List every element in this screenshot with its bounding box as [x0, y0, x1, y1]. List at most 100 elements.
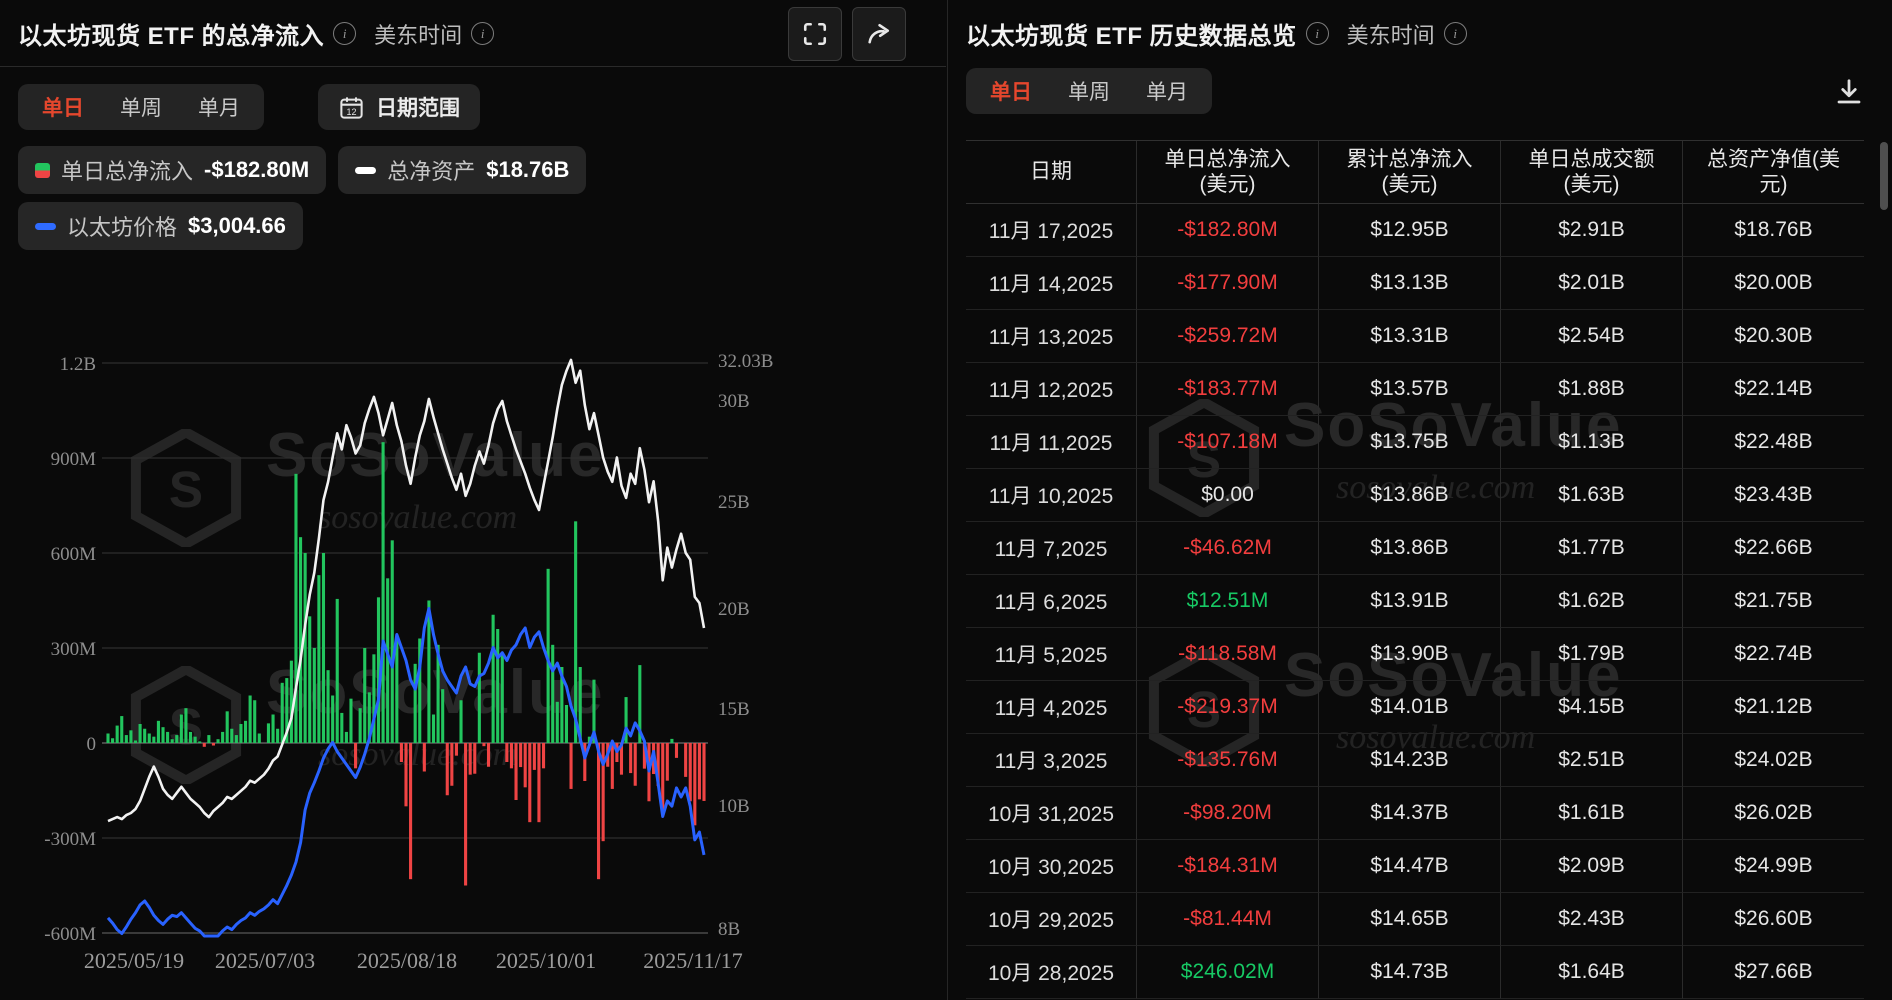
legend-daily-net-inflow[interactable]: 单日总净流入 -$182.80M — [18, 146, 327, 194]
cell-total-nav: $18.76B — [1682, 204, 1864, 257]
table-row[interactable]: 11月 4,2025 -$219.37M $14.01B $4.15B $21.12B — [966, 681, 1864, 734]
cell-date: 10月 28,2025 — [966, 946, 1136, 999]
eth-price-line — [106, 607, 706, 938]
chart-period-tabs: 单日 单周 单月 — [18, 84, 264, 130]
date-range-button[interactable]: 12 日期范围 — [318, 84, 480, 130]
table-row[interactable]: 11月 3,2025 -$135.76M $14.23B $2.51B $24.02B — [966, 734, 1864, 787]
bar-series-marker-icon — [35, 162, 50, 178]
cell-total-nav: $26.60B — [1682, 893, 1864, 946]
cell-daily-volume: $1.79B — [1500, 628, 1682, 681]
svg-text:-600M: -600M — [44, 924, 96, 945]
cell-daily-volume: $2.09B — [1500, 840, 1682, 893]
table-row[interactable]: 11月 14,2025 -$177.90M $13.13B $2.01B $20.00B — [966, 257, 1864, 310]
cell-total-nav: $21.75B — [1682, 575, 1864, 628]
table-row[interactable]: 10月 30,2025 -$184.31M $14.47B $2.09B $24.99B — [966, 840, 1864, 893]
cell-cumulative-net-inflow: $14.37B — [1318, 787, 1500, 840]
cell-total-nav: $22.74B — [1682, 628, 1864, 681]
cell-daily-net-inflow: $246.02M — [1136, 946, 1318, 999]
tab-daily[interactable]: 单日 — [42, 97, 84, 120]
cell-total-nav: $20.00B — [1682, 257, 1864, 310]
tab-weekly[interactable]: 单周 — [120, 97, 162, 120]
share-icon — [868, 23, 890, 44]
cell-total-nav: $21.12B — [1682, 681, 1864, 734]
info-icon[interactable]: i — [1443, 22, 1467, 45]
table-period-tabs: 单日 单周 单月 — [966, 68, 1212, 114]
cell-cumulative-net-inflow: $14.65B — [1318, 893, 1500, 946]
cell-daily-net-inflow: -$107.18M — [1136, 416, 1318, 469]
legend-total-net-assets[interactable]: 总净资产 $18.76B — [338, 146, 587, 194]
legend-eth-price[interactable]: 以太坊价格 $3,004.66 — [18, 202, 303, 250]
svg-text:2025/07/03: 2025/07/03 — [215, 948, 315, 973]
cell-date: 11月 7,2025 — [966, 522, 1136, 575]
etf-net-inflow-chart[interactable]: 1.2B 900M 600M 300M 0 -300M -600M 32.03B 30B 25B 2… — [4, 268, 942, 984]
info-icon[interactable]: i — [1305, 22, 1329, 45]
tab-monthly[interactable]: 单月 — [1146, 81, 1188, 104]
fullscreen-button[interactable] — [788, 7, 842, 61]
history-table: 日期 单日总净流入 (美元) 累计总净流入 (美元) 单日总成交额 (美元) 总资产净值(美元… — [966, 140, 1864, 999]
table-row[interactable]: 10月 31,2025 -$98.20M $14.37B $1.61B $26.02B — [966, 787, 1864, 840]
svg-text:15B: 15B — [718, 699, 750, 720]
cell-date: 11月 4,2025 — [966, 681, 1136, 734]
cell-cumulative-net-inflow: $13.31B — [1318, 310, 1500, 363]
cell-cumulative-net-inflow: $14.23B — [1318, 734, 1500, 787]
cell-daily-volume: $1.13B — [1500, 416, 1682, 469]
header-divider — [0, 66, 946, 67]
cell-daily-volume: $2.43B — [1500, 893, 1682, 946]
cell-daily-volume: $1.88B — [1500, 363, 1682, 416]
legend-label: 总净资产 — [387, 159, 476, 184]
legend-value: -$182.80M — [204, 157, 310, 182]
table-row[interactable]: 11月 7,2025 -$46.62M $13.86B $1.77B $22.66B — [966, 522, 1864, 575]
tab-monthly[interactable]: 单月 — [198, 97, 240, 120]
cell-cumulative-net-inflow: $12.95B — [1318, 204, 1500, 257]
tab-weekly[interactable]: 单周 — [1068, 81, 1110, 104]
cell-date: 11月 11,2025 — [966, 416, 1136, 469]
cell-total-nav: $23.43B — [1682, 469, 1864, 522]
tab-daily[interactable]: 单日 — [990, 81, 1032, 104]
legend-label: 单日总净流入 — [61, 159, 194, 184]
cell-date: 10月 29,2025 — [966, 893, 1136, 946]
cell-daily-net-inflow: -$182.80M — [1136, 204, 1318, 257]
info-icon[interactable]: i — [333, 22, 357, 45]
svg-text:2025/11/17: 2025/11/17 — [643, 948, 742, 973]
column-header: 累计总净流入 (美元) — [1318, 141, 1500, 203]
cell-daily-volume: $2.91B — [1500, 204, 1682, 257]
timezone-label: 美东时间 — [374, 22, 463, 48]
table-row[interactable]: 11月 5,2025 -$118.58M $13.90B $1.79B $22.74B — [966, 628, 1864, 681]
cell-daily-volume: $1.62B — [1500, 575, 1682, 628]
column-header: 日期 — [1030, 160, 1072, 184]
svg-text:8B: 8B — [718, 919, 740, 940]
column-header: 单日总净流入 (美元) — [1136, 141, 1318, 203]
cell-total-nav: $27.66B — [1682, 946, 1864, 999]
cell-daily-volume: $2.54B — [1500, 310, 1682, 363]
cell-cumulative-net-inflow: $13.13B — [1318, 257, 1500, 310]
cell-total-nav: $22.66B — [1682, 522, 1864, 575]
cell-daily-net-inflow: -$219.37M — [1136, 681, 1318, 734]
cell-cumulative-net-inflow: $14.73B — [1318, 946, 1500, 999]
svg-text:2025/08/18: 2025/08/18 — [357, 948, 457, 973]
svg-text:1.2B: 1.2B — [60, 354, 96, 375]
table-row[interactable]: 10月 29,2025 -$81.44M $14.65B $2.43B $26.60B — [966, 893, 1864, 946]
share-button[interactable] — [852, 7, 906, 61]
download-button[interactable] — [1831, 74, 1867, 110]
table-row[interactable]: 11月 10,2025 $0.00 $13.86B $1.63B $23.43B — [966, 469, 1864, 522]
table-row[interactable]: 11月 17,2025 -$182.80M $12.95B $2.91B $18.76B — [966, 204, 1864, 257]
table-row[interactable]: 10月 28,2025 $246.02M $14.73B $1.64B $27.66B — [966, 946, 1864, 999]
info-icon[interactable]: i — [471, 22, 495, 45]
table-row[interactable]: 11月 6,2025 $12.51M $13.91B $1.62B $21.75B — [966, 575, 1864, 628]
cell-daily-net-inflow: -$135.76M — [1136, 734, 1318, 787]
table-scrollbar[interactable] — [1880, 142, 1888, 210]
cell-date: 11月 17,2025 — [966, 204, 1136, 257]
legend-value: $18.76B — [486, 157, 570, 182]
svg-text:30B: 30B — [718, 391, 750, 412]
table-row[interactable]: 11月 13,2025 -$259.72M $13.31B $2.54B $20.30B — [966, 310, 1864, 363]
table-row[interactable]: 11月 12,2025 -$183.77M $13.57B $1.88B $22.14B — [966, 363, 1864, 416]
cell-daily-volume: $2.01B — [1500, 257, 1682, 310]
cell-date: 11月 5,2025 — [966, 628, 1136, 681]
cell-date: 11月 3,2025 — [966, 734, 1136, 787]
fullscreen-icon — [803, 22, 827, 46]
x-axis-labels: 2025/05/19 2025/07/03 2025/08/18 2025/10/01… — [84, 948, 743, 973]
table-row[interactable]: 11月 11,2025 -$107.18M $13.75B $1.13B $22.48B — [966, 416, 1864, 469]
column-header: 单日总成交额 (美元) — [1500, 141, 1682, 203]
svg-text:20B: 20B — [718, 599, 750, 620]
